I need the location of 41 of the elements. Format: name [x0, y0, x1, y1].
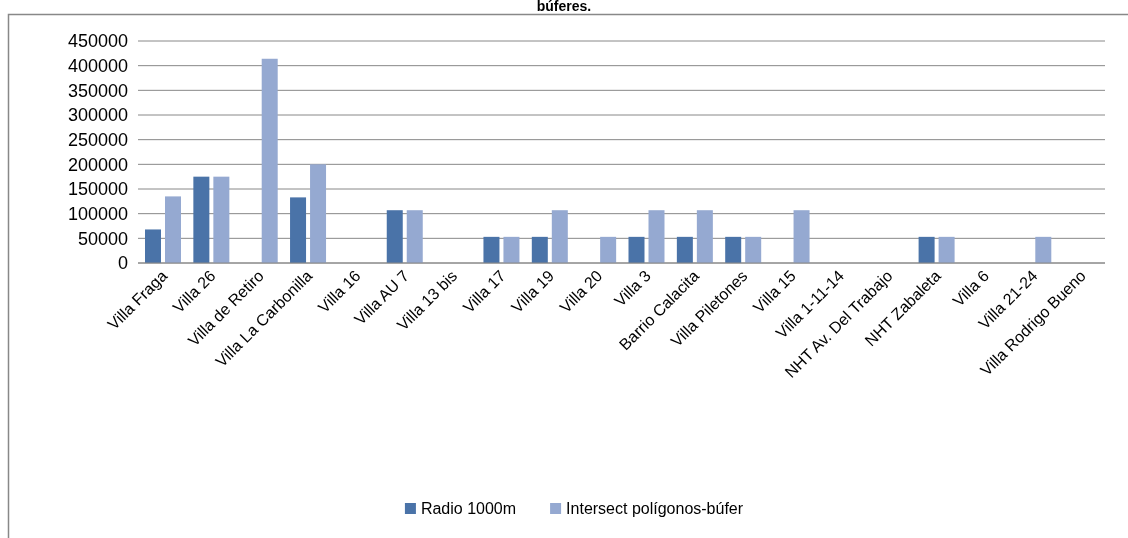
bar — [145, 229, 161, 263]
x-tick-label: Villa 17 — [459, 267, 509, 317]
bar — [165, 196, 181, 263]
bar — [1035, 236, 1052, 263]
bar — [213, 176, 230, 263]
legend-label: Intersect polígonos-búfer — [566, 500, 744, 517]
bar — [600, 236, 617, 263]
bar — [386, 210, 403, 263]
bar — [503, 236, 520, 263]
bar — [676, 236, 693, 263]
bar — [793, 210, 810, 263]
bar — [648, 210, 665, 263]
bar — [918, 236, 935, 263]
y-tick-label: 150000 — [67, 179, 128, 200]
bar — [193, 176, 210, 263]
bar — [938, 236, 955, 263]
y-tick-label: 100000 — [67, 203, 128, 224]
y-tick-label: 300000 — [67, 105, 128, 126]
bar — [551, 210, 568, 263]
bar — [406, 210, 423, 263]
x-tick-label: Villa 3 — [611, 267, 654, 310]
y-tick-label: 200000 — [67, 154, 128, 175]
y-tick-label: 0 — [117, 253, 128, 274]
bar — [290, 197, 307, 263]
bar — [696, 210, 713, 263]
bar — [725, 236, 742, 263]
chart-title: búferes. — [536, 0, 592, 14]
bar — [531, 236, 548, 263]
y-tick-label: 450000 — [67, 31, 128, 52]
bar — [483, 236, 500, 263]
y-tick-label: 400000 — [67, 55, 128, 76]
bar — [310, 164, 327, 263]
y-tick-label: 250000 — [67, 129, 128, 150]
bar — [628, 236, 645, 263]
bar — [745, 236, 762, 263]
bar — [261, 58, 278, 263]
x-tick-label: Villa 19 — [508, 267, 558, 317]
legend-label: Radio 1000m — [420, 500, 517, 517]
x-tick-label: Villa 20 — [556, 267, 606, 317]
y-tick-label: 50000 — [77, 228, 128, 249]
y-tick-label: 350000 — [67, 80, 128, 101]
